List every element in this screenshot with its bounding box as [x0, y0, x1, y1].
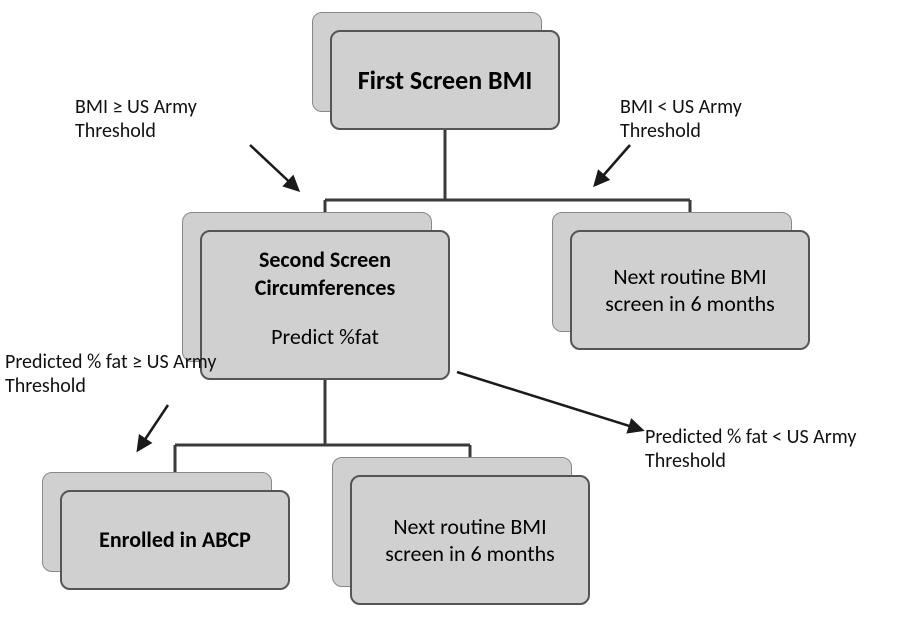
node-routine-2: Next routine BMI screen in 6 months [332, 457, 590, 605]
node-first-screen: First Screen BMI [312, 12, 560, 130]
edge-label-bmi-lt: BMI < US Army Threshold [620, 95, 820, 143]
node-second-screen-subtitle: Predict %fat [271, 323, 379, 351]
node-routine-1: Next routine BMI screen in 6 months [552, 212, 810, 350]
edge-label-bmi-ge: BMI ≥ US Army Threshold [75, 95, 275, 143]
node-first-screen-label: First Screen BMI [358, 64, 533, 97]
node-routine-2-label: Next routine BMI screen in 6 months [364, 513, 576, 568]
node-second-screen-title: Second Screen Circumferences [214, 246, 436, 301]
edge-label-fat-lt: Predicted % fat < US Army Threshold [645, 425, 875, 473]
edge-label-fat-ge: Predicted % fat ≥ US Army Threshold [5, 350, 225, 398]
node-enrolled-label: Enrolled in ABCP [99, 526, 251, 554]
node-routine-1-label: Next routine BMI screen in 6 months [584, 263, 796, 318]
node-enrolled: Enrolled in ABCP [42, 472, 290, 590]
